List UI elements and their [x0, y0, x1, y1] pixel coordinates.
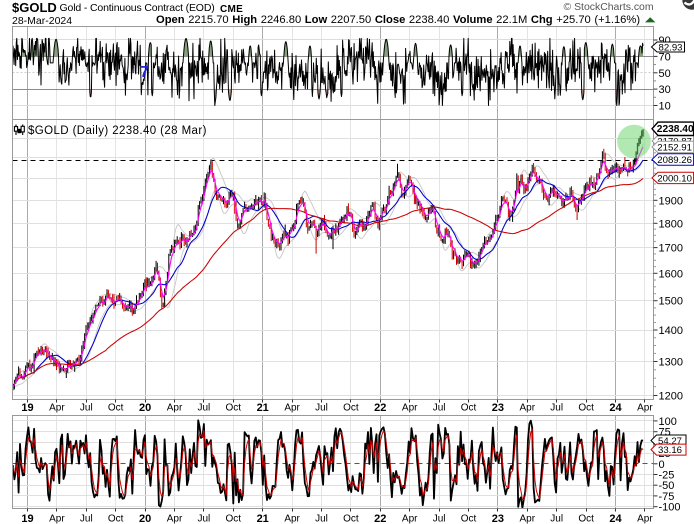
svg-text:24: 24: [609, 402, 622, 414]
svg-text:19: 19: [21, 513, 33, 524]
svg-text:100: 100: [659, 416, 677, 428]
svg-text:$GOLD (Daily) 2238.40 (28 Mar): $GOLD (Daily) 2238.40 (28 Mar): [28, 125, 207, 137]
svg-text:Apr: Apr: [520, 514, 536, 524]
svg-text:Oct: Oct: [108, 403, 124, 414]
svg-text:Oct: Oct: [578, 514, 594, 524]
svg-text:23: 23: [492, 402, 504, 414]
svg-text:50: 50: [659, 68, 671, 80]
svg-text:30: 30: [659, 84, 671, 96]
svg-text:1300: 1300: [659, 357, 683, 369]
svg-text:Apr: Apr: [167, 403, 183, 414]
svg-text:-25: -25: [659, 470, 675, 482]
svg-text:1800: 1800: [659, 218, 683, 230]
svg-text:70: 70: [659, 51, 671, 63]
svg-text:2000.10: 2000.10: [657, 173, 692, 184]
svg-text:Jul: Jul: [550, 514, 563, 524]
svg-text:Jul: Jul: [433, 403, 446, 414]
svg-text:21: 21: [257, 402, 269, 414]
svg-text:-75: -75: [659, 491, 675, 503]
svg-text:Apr: Apr: [167, 514, 183, 524]
svg-text:Apr: Apr: [49, 514, 65, 524]
svg-text:Oct: Oct: [461, 403, 477, 414]
svg-text:0: 0: [659, 459, 665, 471]
svg-text:Apr: Apr: [637, 403, 653, 414]
svg-text:Jul: Jul: [433, 514, 446, 524]
svg-text:22: 22: [374, 513, 386, 524]
svg-text:23: 23: [492, 513, 504, 524]
svg-text:Apr: Apr: [284, 403, 300, 414]
svg-text:Apr: Apr: [402, 514, 418, 524]
svg-text:Oct: Oct: [108, 514, 124, 524]
svg-text:Oct: Oct: [343, 403, 359, 414]
svg-text:Apr: Apr: [520, 403, 536, 414]
svg-text:2089.26: 2089.26: [657, 155, 692, 166]
svg-text:2152.91: 2152.91: [657, 142, 692, 153]
svg-text:Jul: Jul: [550, 403, 563, 414]
svg-text:1500: 1500: [659, 296, 683, 308]
svg-text:7: 7: [140, 64, 149, 81]
svg-text:54.27: 54.27: [658, 436, 682, 447]
svg-text:1400: 1400: [659, 325, 683, 337]
svg-text:1200: 1200: [659, 391, 683, 403]
svg-text:82.93: 82.93: [659, 42, 683, 53]
svg-text:-100: -100: [659, 502, 681, 514]
svg-text:Jul: Jul: [315, 403, 328, 414]
svg-text:Jul: Jul: [80, 514, 93, 524]
svg-text:Oct: Oct: [226, 514, 242, 524]
svg-text:Apr: Apr: [637, 514, 653, 524]
svg-text:Jul: Jul: [80, 403, 93, 414]
svg-text:Jul: Jul: [198, 403, 211, 414]
svg-text:24: 24: [609, 513, 622, 524]
svg-text:Oct: Oct: [578, 403, 594, 414]
svg-text:Apr: Apr: [402, 403, 418, 414]
svg-text:-50: -50: [659, 480, 675, 492]
svg-text:19: 19: [21, 402, 33, 414]
svg-text:Apr: Apr: [284, 514, 300, 524]
svg-text:1900: 1900: [659, 195, 683, 207]
svg-text:20: 20: [139, 402, 151, 414]
svg-text:10: 10: [659, 101, 671, 113]
svg-text:Apr: Apr: [49, 403, 65, 414]
svg-text:1600: 1600: [659, 268, 683, 280]
svg-text:Jul: Jul: [198, 514, 211, 524]
svg-text:22: 22: [374, 402, 386, 414]
svg-text:33.16: 33.16: [658, 445, 682, 456]
svg-text:20: 20: [139, 513, 151, 524]
svg-text:Oct: Oct: [343, 514, 359, 524]
svg-text:Oct: Oct: [461, 514, 477, 524]
svg-text:2238.40: 2238.40: [657, 124, 694, 135]
svg-text:21: 21: [257, 513, 269, 524]
svg-text:Oct: Oct: [226, 403, 242, 414]
svg-text:Jul: Jul: [315, 514, 328, 524]
svg-text:1700: 1700: [659, 243, 683, 255]
